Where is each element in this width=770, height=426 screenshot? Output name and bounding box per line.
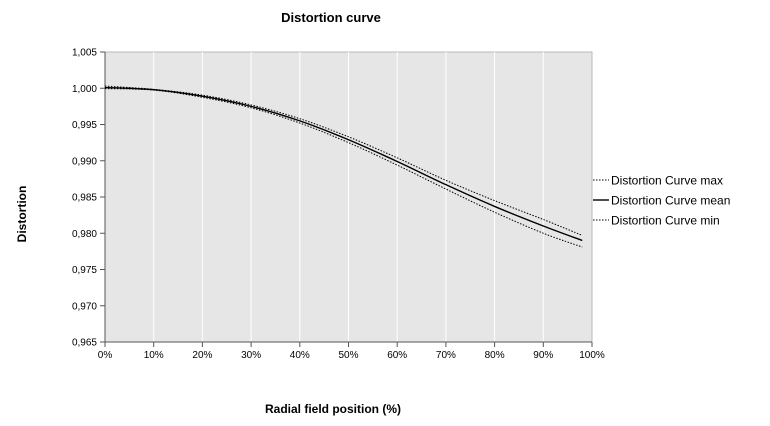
x-tick-label: 30%	[241, 350, 261, 361]
legend-label: Distortion Curve mean	[611, 194, 730, 208]
series-lines	[104, 85, 583, 248]
legend-label: Distortion Curve min	[611, 214, 720, 228]
x-axis-ticks: 0% 10% 20% 30% 40% 50% 60% 70% 80% 90% 100%	[98, 342, 605, 361]
y-tick-label: 0,985	[72, 193, 97, 204]
y-tick-label: 0,995	[72, 120, 97, 131]
x-tick-label: 100%	[579, 350, 605, 361]
x-tick-label: 70%	[436, 350, 456, 361]
series-line-max	[104, 85, 583, 236]
y-tick-label: 0,975	[72, 265, 97, 276]
legend: Distortion Curve max Distortion Curve mea…	[593, 174, 730, 228]
x-tick-label: 80%	[485, 350, 505, 361]
y-tick-label: 0,980	[72, 229, 97, 240]
y-tick-label: 0,990	[72, 156, 97, 167]
series-line-min	[104, 88, 583, 248]
x-tick-label: 0%	[98, 350, 113, 361]
x-tick-label: 50%	[338, 350, 358, 361]
x-tick-label: 40%	[290, 350, 310, 361]
x-axis-title: Radial field position (%)	[265, 402, 401, 416]
y-tick-label: 1,005	[72, 48, 97, 59]
legend-label: Distortion Curve max	[611, 174, 723, 188]
y-tick-label: 0,965	[72, 338, 97, 349]
x-tick-label: 60%	[387, 350, 407, 361]
y-axis-title: Distortion	[15, 186, 29, 243]
y-tick-label: 1,000	[72, 84, 97, 95]
chart-title: Distortion curve	[281, 10, 381, 25]
y-axis-ticks: 0,965 0,970 0,975 0,980 0,985 0,990 0,995 1,000…	[72, 48, 105, 349]
y-tick-label: 0,970	[72, 301, 97, 312]
series-line-mean	[104, 86, 583, 242]
vertical-gridlines	[153, 52, 544, 342]
x-tick-label: 20%	[192, 350, 212, 361]
x-tick-label: 90%	[533, 350, 553, 361]
x-tick-label: 10%	[144, 350, 164, 361]
